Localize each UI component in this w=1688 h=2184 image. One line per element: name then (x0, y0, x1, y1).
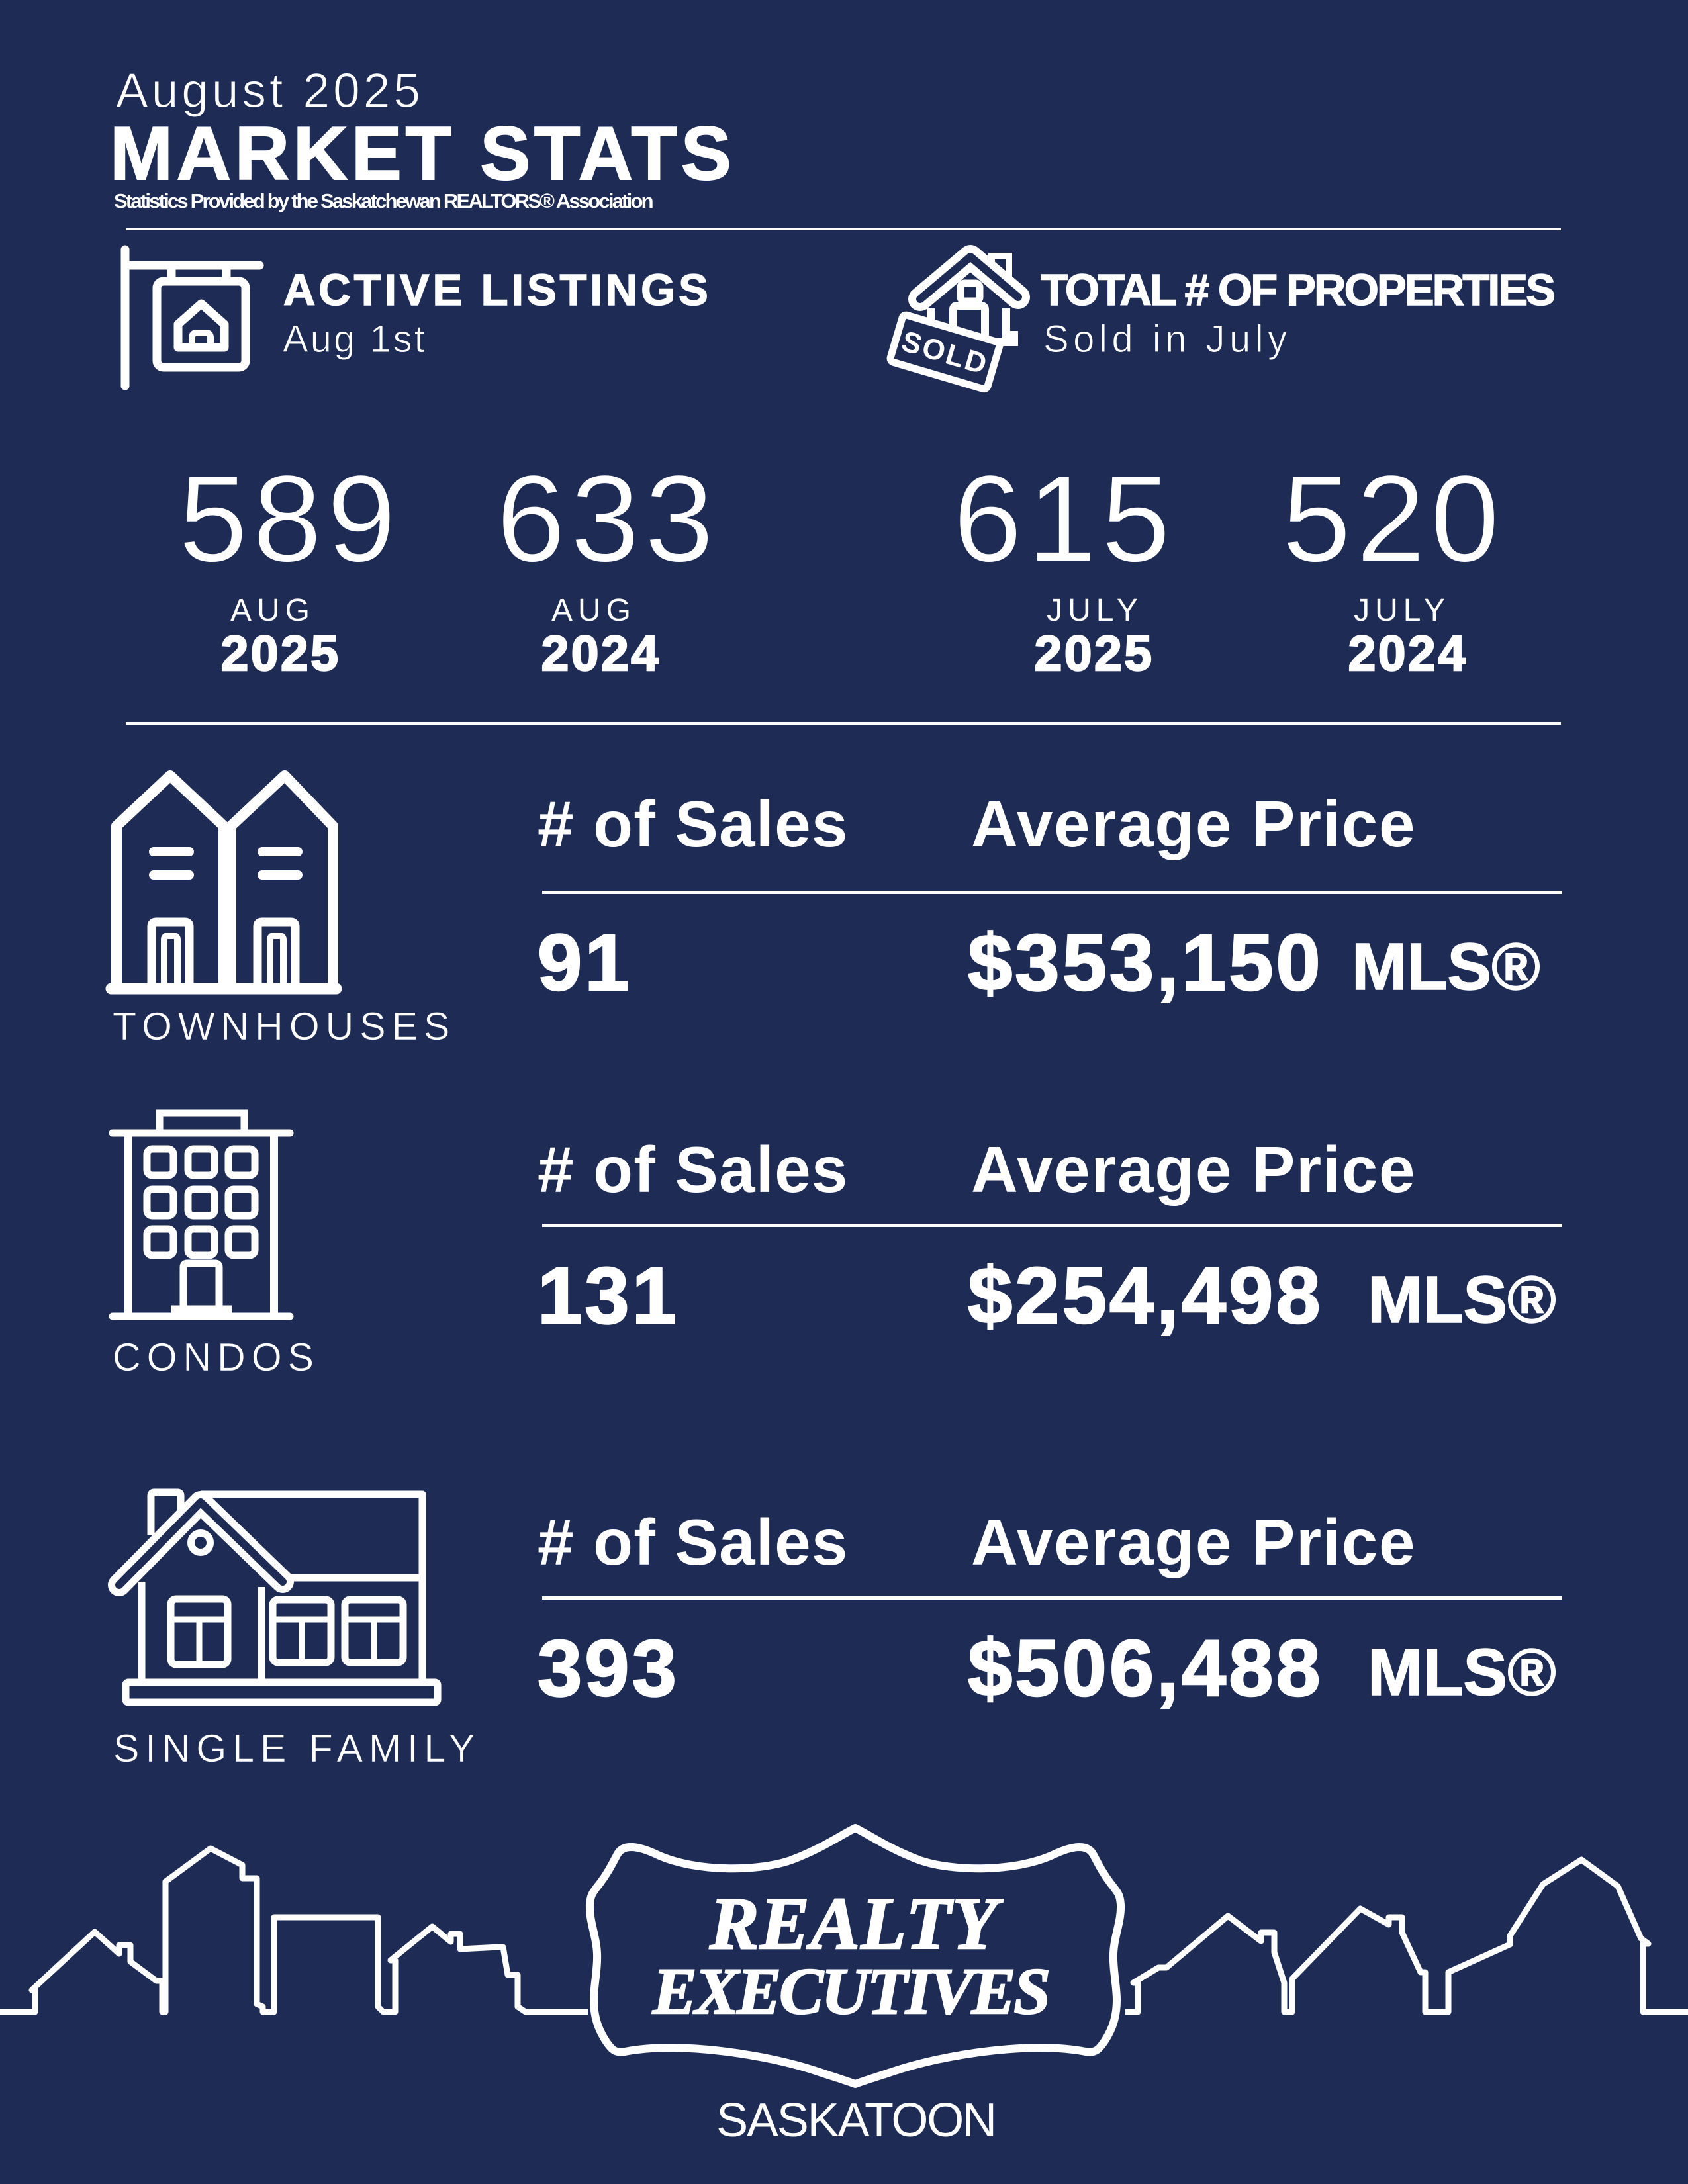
svg-text:EXECUTIVES: EXECUTIVES (652, 1954, 1049, 2028)
svg-text:REALTY: REALTY (709, 1883, 1003, 1965)
